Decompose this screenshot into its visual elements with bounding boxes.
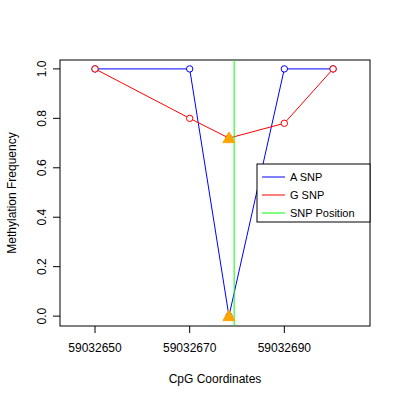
snp-position-line <box>234 60 235 326</box>
circle-marker <box>92 66 98 72</box>
circle-marker <box>281 120 287 126</box>
background <box>0 0 400 400</box>
y-tick-label: 0.4 <box>35 209 49 226</box>
circle-marker <box>92 66 98 72</box>
plot-area <box>92 60 336 326</box>
y-tick-label: 1.0 <box>35 60 49 77</box>
x-axis-label: CpG Coordinates <box>169 372 262 386</box>
y-tick-label: 0.6 <box>35 159 49 176</box>
x-tick <box>95 326 96 333</box>
legend-swatch <box>262 195 285 196</box>
plot-frame <box>60 60 370 326</box>
triangle-marker <box>223 310 235 321</box>
circle-marker <box>330 66 336 72</box>
x-tick <box>284 326 285 333</box>
legend-swatch <box>262 177 285 178</box>
legend: A SNP G SNP SNP Position <box>257 164 370 222</box>
legend-box <box>257 164 370 222</box>
y-tick <box>53 167 60 168</box>
circle-marker <box>281 66 287 72</box>
circle-marker <box>330 66 336 72</box>
x-tick-label: 59032670 <box>163 341 217 355</box>
triangle-marker <box>223 132 235 143</box>
y-tick <box>53 68 60 69</box>
x-tick <box>189 326 190 333</box>
legend-label: G SNP <box>290 189 324 201</box>
legend-label: SNP Position <box>290 207 355 219</box>
x-tick-label: 59032690 <box>258 341 312 355</box>
y-tick <box>53 118 60 119</box>
y-tick-label: 0.8 <box>35 110 49 127</box>
y-tick <box>53 217 60 218</box>
legend-label: A SNP <box>290 171 322 183</box>
y-tick <box>53 266 60 267</box>
y-axis-label: Methylation Frequency <box>5 132 19 253</box>
y-tick-label: 0.2 <box>35 258 49 275</box>
circle-marker <box>186 115 192 121</box>
legend-swatch <box>262 213 285 214</box>
y-tick-label: 0.0 <box>35 307 49 324</box>
y-tick <box>53 316 60 317</box>
x-tick-label: 59032650 <box>68 341 122 355</box>
series-line <box>95 69 333 138</box>
series-line <box>95 69 333 316</box>
circle-marker <box>186 66 192 72</box>
chart: 59032650 59032670 59032690 0.0 0.2 0.4 0.6 0.8 1… <box>0 0 400 400</box>
